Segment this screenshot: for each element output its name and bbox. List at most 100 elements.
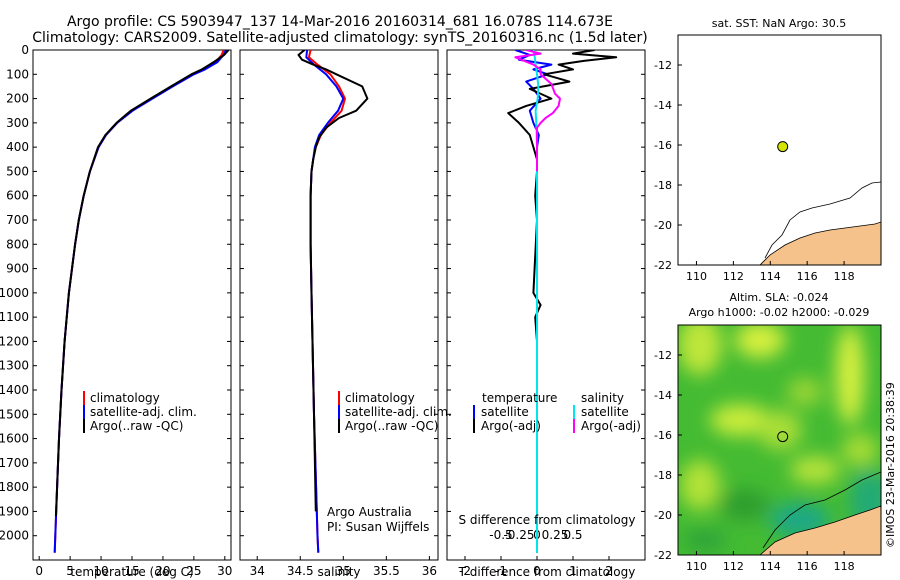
map-y-tick-label: -12 <box>654 349 672 362</box>
depth-tick-label: 100 <box>6 67 29 81</box>
sla-map-field <box>678 325 881 550</box>
map-y-tick-label: -14 <box>654 389 672 402</box>
map-x-tick-label: 118 <box>834 270 855 283</box>
depth-tick-label: 300 <box>6 116 29 130</box>
legend-label: satellite <box>481 405 529 419</box>
sla-map-argo-marker <box>777 431 789 443</box>
series-s-argo-adj- <box>514 50 561 172</box>
x-tick-label: 34.5 <box>287 564 314 578</box>
map-y-tick-label: -18 <box>654 179 672 192</box>
series-climatology <box>53 50 225 553</box>
sla-map-title: Altim. SLA: -0.024 <box>729 291 828 304</box>
x-tick-label: -1 <box>495 564 507 578</box>
map-x-tick-label: 116 <box>797 560 818 573</box>
map-x-tick-label: 114 <box>760 270 781 283</box>
temperature-legend: climatology satellite-adj. clim. Argo(..… <box>83 391 197 433</box>
series-t-argo-adj- <box>507 50 618 512</box>
map-y-tick-label: -16 <box>654 429 672 442</box>
legend-label: Argo(-adj) <box>481 419 541 433</box>
sst-map-isobath <box>764 181 881 259</box>
sst-map-frame <box>677 34 882 266</box>
salinity-xlabel: salinity <box>317 565 360 579</box>
depth-tick-label: 1900 <box>0 504 29 518</box>
sst-map-argo-marker <box>777 141 789 153</box>
annotation-pi: PI: Susan Wijffels <box>327 520 429 534</box>
sla-map-land <box>759 505 881 555</box>
salinity-series <box>297 50 369 553</box>
salinity-x-axis: 34 34.5 35 35.5 36 <box>250 556 437 578</box>
map-x-tick-label: 112 <box>723 270 744 283</box>
sla-map-axes: 110 112 114 116 118 -22 -20 -18 -16 -14 -12 <box>654 349 855 573</box>
s-diff-tick-label: -0.25 <box>503 528 534 542</box>
depth-axis: 0 100 200 300 400 500 600 700 800 900 1000 1100 1200… <box>0 43 645 543</box>
difference-legend: temperature satellite Argo(-adj) salinit… <box>473 391 641 433</box>
s-diff-tick-label: -0.5 <box>489 528 512 542</box>
x-tick-label: 35.5 <box>373 564 400 578</box>
temperature-panel-frame <box>32 49 232 561</box>
temperature-x-axis: 0 5 10 15 20 25 30 <box>35 556 232 578</box>
depth-tick-label: 1500 <box>0 407 29 421</box>
map-y-tick-label: -22 <box>654 549 672 562</box>
x-tick-label: 0 <box>35 564 43 578</box>
series-argo-raw-qc- <box>297 50 369 512</box>
legend-label: satellite-adj. clim. <box>345 405 452 419</box>
credit-text: ©IMOS 23-Mar-2016 20:38:39 <box>884 382 897 548</box>
x-tick-label: 35 <box>336 564 351 578</box>
x-tick-label: 10 <box>93 564 108 578</box>
salinity-panel-frame <box>239 49 439 561</box>
s-diff-tick-label: 0.5 <box>563 528 582 542</box>
t-difference-x-axis: -2 -1 0 1 2 <box>459 556 613 578</box>
depth-tick-label: 1200 <box>0 334 29 348</box>
x-tick-label: 1 <box>569 564 577 578</box>
depth-tick-label: 1300 <box>0 359 29 373</box>
sst-map-land <box>759 221 881 265</box>
sst-map-title: sat. SST: NaN Argo: 30.5 <box>712 17 846 30</box>
map-y-tick-label: -20 <box>654 509 672 522</box>
depth-tick-label: 800 <box>6 237 29 251</box>
depth-tick-label: 1800 <box>0 480 29 494</box>
difference-panel-frame <box>446 49 646 561</box>
x-tick-label: 30 <box>217 564 232 578</box>
x-tick-label: 20 <box>155 564 170 578</box>
difference-series <box>507 50 618 553</box>
legend-title-salinity: salinity <box>581 391 624 405</box>
map-x-tick-label: 118 <box>834 560 855 573</box>
depth-tick-label: 200 <box>6 92 29 106</box>
depth-tick-label: 0 <box>21 43 29 57</box>
x-tick-label: 25 <box>186 564 201 578</box>
x-tick-label: 36 <box>422 564 437 578</box>
map-y-tick-label: -14 <box>654 99 672 112</box>
depth-tick-label: 700 <box>6 213 29 227</box>
legend-label: satellite-adj. clim. <box>90 405 197 419</box>
map-y-tick-label: -20 <box>654 219 672 232</box>
x-tick-label: 5 <box>66 564 74 578</box>
sst-map-axes: 110 112 114 116 118 -22 -20 -18 -16 -14 -12 <box>654 59 855 283</box>
legend-label: satellite <box>581 405 629 419</box>
sla-map-subtitle: Argo h1000: -0.02 h2000: -0.029 <box>689 306 870 319</box>
legend-label: climatology <box>90 391 160 405</box>
x-tick-label: 34 <box>250 564 265 578</box>
map-y-tick-label: -22 <box>654 259 672 272</box>
annotation-argo-australia: Argo Australia <box>327 505 412 519</box>
x-tick-label: 15 <box>124 564 139 578</box>
map-y-tick-label: -16 <box>654 139 672 152</box>
depth-tick-label: 600 <box>6 189 29 203</box>
depth-tick-label: 400 <box>6 140 29 154</box>
depth-tick-label: 500 <box>6 164 29 178</box>
sla-map-area <box>678 325 881 555</box>
legend-label: Argo(..raw -QC) <box>345 419 438 433</box>
depth-tick-label: 1700 <box>0 456 29 470</box>
s-diff-tick-label: 0.25 <box>542 528 569 542</box>
s-difference-x-axis: -0.5-0.250 0.250.5 <box>489 528 582 542</box>
map-x-tick-label: 116 <box>797 270 818 283</box>
sla-map-frame <box>677 324 882 556</box>
sst-map-area <box>678 35 881 265</box>
depth-tick-label: 1400 <box>0 383 29 397</box>
sla-map-isobath <box>762 471 881 549</box>
x-tick-label: -2 <box>459 564 471 578</box>
map-y-tick-label: -18 <box>654 469 672 482</box>
legend-label: Argo(..raw -QC) <box>90 419 183 433</box>
series-s-satellite <box>532 50 540 553</box>
header-line2: Climatology: CARS2009. Satellite-adjuste… <box>32 30 647 46</box>
